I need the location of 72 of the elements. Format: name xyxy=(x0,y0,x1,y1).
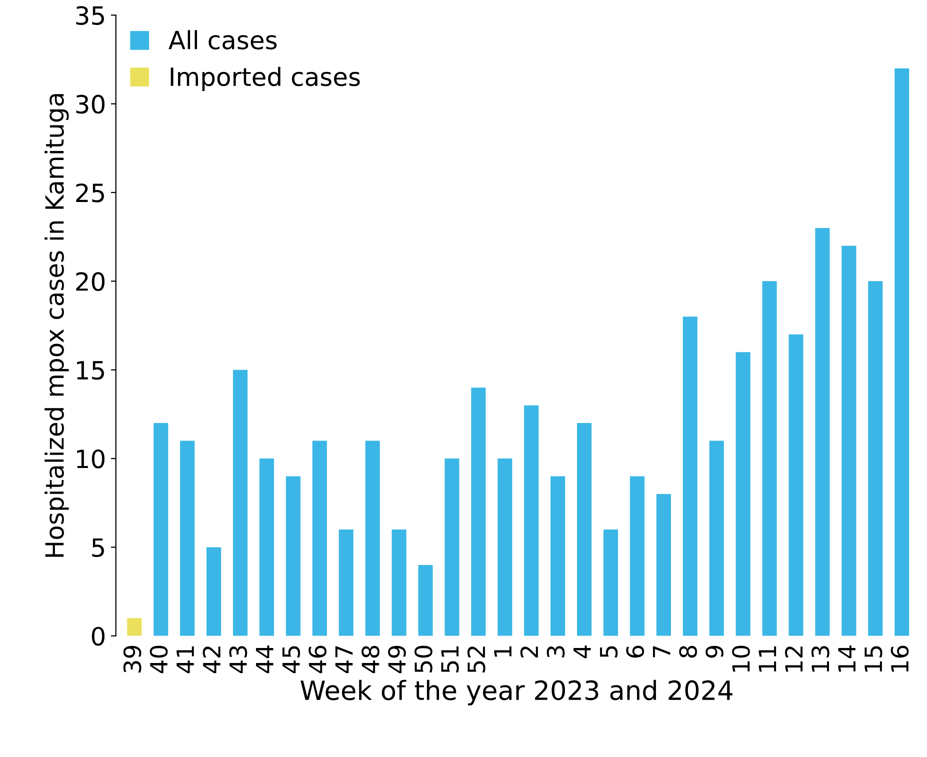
bar xyxy=(842,246,856,636)
bar xyxy=(180,440,195,636)
bar xyxy=(788,334,804,636)
x-tick-label: 4 xyxy=(574,646,591,658)
y-tick-label: 10 xyxy=(77,449,104,468)
x-tick-label: 46 xyxy=(308,646,326,674)
x-tick-label: 10 xyxy=(732,646,750,672)
bar xyxy=(154,423,168,636)
y-tick-label: 15 xyxy=(77,361,104,380)
x-tick-label: 41 xyxy=(176,646,194,674)
x-tick-label: 3 xyxy=(546,646,565,658)
bar xyxy=(286,476,300,636)
x-tick-label: 40 xyxy=(150,646,168,674)
x-tick-label: 11 xyxy=(758,646,776,672)
bar xyxy=(656,494,671,636)
bar xyxy=(762,281,777,636)
y-tick-label: 20 xyxy=(76,272,104,292)
x-tick-label: 39 xyxy=(123,646,142,672)
bar xyxy=(338,529,354,636)
bar xyxy=(206,547,222,636)
x-tick-label: 16 xyxy=(890,646,909,672)
x-tick-label: 8 xyxy=(679,646,697,658)
y-tick-label: 30 xyxy=(76,94,104,114)
bar xyxy=(630,476,644,636)
bar xyxy=(418,564,433,636)
y-tick-label: 35 xyxy=(76,6,104,25)
x-tick-label: 14 xyxy=(838,646,856,672)
x-tick-label: 45 xyxy=(282,646,300,674)
x-tick-label: 2 xyxy=(520,646,538,658)
bar xyxy=(682,316,698,636)
legend-label: Imported cases xyxy=(170,66,360,92)
bar xyxy=(312,440,327,636)
bar xyxy=(232,370,248,636)
y-axis-title: Hospitalized mpox cases in Kamituga xyxy=(44,94,69,557)
x-tick-label: 48 xyxy=(362,646,380,674)
y-tick-label: 0 xyxy=(92,626,104,646)
x-tick-label: 6 xyxy=(626,646,644,658)
bar xyxy=(365,440,380,636)
x-tick-label: 49 xyxy=(388,646,406,674)
x-tick-label: 7 xyxy=(652,646,670,658)
bar xyxy=(259,458,274,636)
bar xyxy=(894,68,910,636)
y-tick-label: 5 xyxy=(92,538,104,558)
x-tick-label: 47 xyxy=(335,646,353,674)
bar xyxy=(603,529,618,636)
x-tick-label: 43 xyxy=(229,646,248,674)
bar xyxy=(736,352,750,636)
x-tick-label: 1 xyxy=(494,646,512,657)
bar xyxy=(524,405,539,636)
legend-label: All cases xyxy=(168,30,277,50)
x-tick-label: 15 xyxy=(864,646,882,672)
x-tick-label: 5 xyxy=(600,646,618,658)
bar xyxy=(498,458,512,636)
bar xyxy=(127,618,142,636)
bar xyxy=(868,281,883,636)
x-tick-label: 44 xyxy=(256,646,274,674)
bar xyxy=(709,440,724,636)
bar xyxy=(577,423,592,636)
bar xyxy=(471,388,486,636)
x-tick-label: 42 xyxy=(202,646,220,674)
x-tick-label: 50 xyxy=(414,646,432,672)
bar xyxy=(815,228,830,636)
bar xyxy=(550,476,566,636)
bar xyxy=(392,529,406,636)
x-tick-label: 51 xyxy=(441,646,459,672)
x-axis-title: Week of the year 2023 and 2024 xyxy=(300,680,732,706)
x-tick-label: 52 xyxy=(467,646,486,672)
bar xyxy=(444,458,460,636)
y-tick-label: 25 xyxy=(76,183,104,202)
x-tick-label: 9 xyxy=(706,646,724,658)
x-tick-label: 12 xyxy=(784,646,803,672)
x-tick-label: 13 xyxy=(811,646,830,672)
